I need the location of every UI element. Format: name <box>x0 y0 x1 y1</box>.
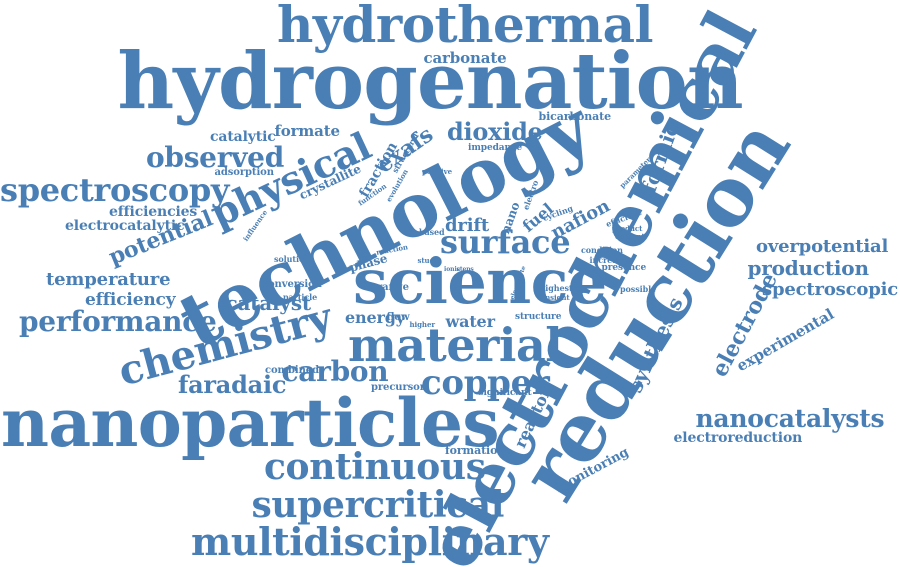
word-study: study <box>417 255 439 265</box>
word-spectroscopic: spectroscopic <box>762 279 899 300</box>
word-energy: energy <box>345 308 405 327</box>
word-precursor: precursor <box>371 382 425 393</box>
word-production: production <box>747 256 869 280</box>
word-electrocatalytic: electrocatalytic <box>65 218 185 234</box>
word-formation: formation <box>445 443 506 457</box>
word-electroreduction: electroreduction <box>673 430 803 446</box>
word-efficiency: efficiency <box>85 289 176 310</box>
word-performance: performance <box>19 305 217 338</box>
word-multidisciplinary: multidisciplinary <box>191 519 549 564</box>
word-continuous: continuous <box>264 446 486 488</box>
word-nanocatalysts: nanocatalysts <box>695 403 885 433</box>
word-water: water <box>445 312 496 331</box>
word-efficiencies: efficiencies <box>109 204 198 220</box>
word-hydrogenation: hydrogenation <box>117 36 744 127</box>
word-temperature: temperature <box>46 269 171 290</box>
word-supercritical: supercritical <box>251 484 505 526</box>
word-product: product <box>612 223 643 233</box>
word-content: content <box>615 231 645 241</box>
word-solution: solution <box>274 254 310 264</box>
word-insight: insight <box>542 292 570 302</box>
word-combined: combined <box>265 365 319 376</box>
word-conversion: conversion <box>262 279 322 290</box>
word-steps: steps <box>456 266 474 273</box>
word-higher: higher <box>409 319 436 329</box>
word-significant: significant <box>478 387 532 398</box>
word-catalytic: catalytic <box>210 129 276 145</box>
word-formate: formate <box>274 121 341 140</box>
word-range: range <box>377 282 409 293</box>
word-catalyst: catalyst <box>225 291 312 315</box>
word-flow: flow <box>386 312 410 323</box>
word-copper: copper <box>421 363 550 403</box>
word-possible: possible <box>620 284 657 294</box>
word-material: material <box>348 318 563 372</box>
word-impedance: impedance <box>468 142 523 153</box>
word-drift: drift <box>445 215 490 236</box>
word-based: based <box>419 227 445 237</box>
word-overpotential: overpotential <box>756 236 889 257</box>
word-hydrothermal: hydrothermal <box>277 0 653 54</box>
word-dioxide: dioxide <box>447 117 543 146</box>
word-surface: surface <box>440 223 571 261</box>
word-carbon: carbon <box>281 355 389 388</box>
word-particle: particle <box>283 292 318 302</box>
word-adsorption: adsorption <box>214 167 275 178</box>
word-science: science <box>353 245 607 318</box>
word-presence: presence <box>601 262 647 273</box>
word-faradaic: faradaic <box>178 370 287 399</box>
word-nanoparticles: nanoparticles <box>1 384 500 462</box>
word-condition: condition <box>581 245 623 255</box>
word-observed: observed <box>146 141 285 174</box>
word-structure: structure <box>515 311 562 322</box>
word-increase: increase <box>589 255 627 265</box>
word-positive: positive <box>422 166 453 176</box>
word-carbonate: carbonate <box>423 48 507 67</box>
word-bicarbonate: bicarbonate <box>538 109 612 123</box>
word-spectroscopy: spectroscopy <box>0 171 230 209</box>
word-ionic: ionic <box>444 266 461 273</box>
word-highest: highest <box>539 283 573 293</box>
